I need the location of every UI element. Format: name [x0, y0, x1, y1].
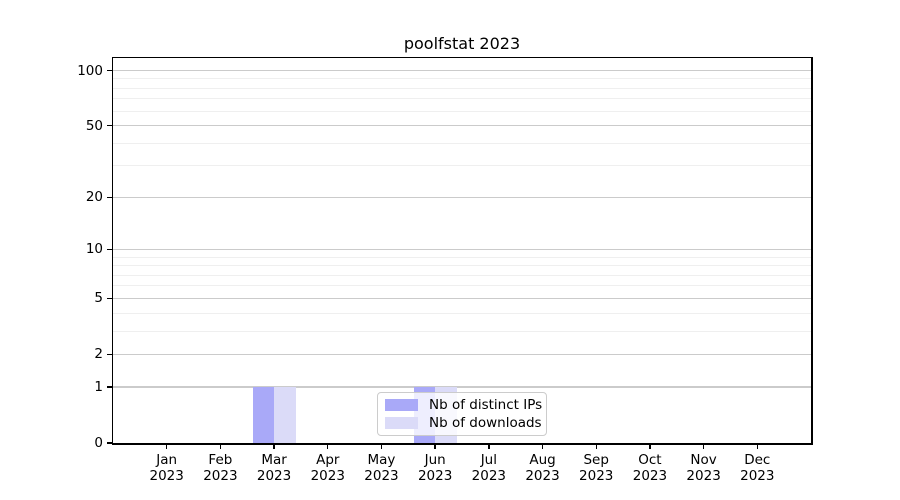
minor-gridline — [113, 285, 811, 287]
x-tick-label-line: Jul — [480, 452, 497, 468]
plot-border-right — [811, 56, 813, 445]
x-tick-label-line: Sep — [583, 452, 609, 468]
legend: Nb of distinct IPs Nb of downloads — [377, 392, 547, 436]
x-tick-mark — [327, 444, 329, 449]
y-tick-label: 50 — [85, 117, 103, 134]
x-tick-label-line: Nov — [690, 452, 717, 468]
y-tick-mark — [106, 442, 112, 444]
y-tick-mark — [106, 69, 112, 72]
minor-gridline — [113, 78, 811, 80]
major-gridline — [113, 125, 811, 127]
x-tick-mark — [380, 444, 383, 449]
y-tick-mark — [106, 353, 112, 356]
x-tick-label: Oct 2023 — [622, 452, 678, 484]
y-tick-label: 5 — [94, 290, 103, 307]
x-tick-label-line: 2023 — [203, 468, 238, 484]
legend-label-downloads: Nb of downloads — [429, 414, 542, 431]
x-tick-mark — [756, 444, 758, 449]
major-gridline — [113, 297, 811, 299]
x-tick-mark — [488, 444, 490, 449]
x-tick-label: Aug 2023 — [515, 452, 571, 484]
x-tick-label-line: Jun — [424, 452, 446, 468]
y-tick-mark — [106, 248, 112, 251]
x-tick-label-line: Apr — [316, 452, 340, 468]
bar-distinct-ips-mar — [252, 387, 275, 443]
x-tick-mark — [273, 444, 275, 449]
minor-gridline — [113, 110, 811, 112]
x-tick-label-line: 2023 — [740, 468, 775, 484]
minor-gridline — [113, 98, 811, 100]
major-gridline — [113, 353, 811, 355]
legend-swatch-distinct-ips — [385, 399, 418, 412]
plot-border-top — [112, 56, 812, 58]
major-gridline — [113, 69, 811, 72]
x-tick-mark — [541, 444, 544, 449]
x-tick-label-line: 2023 — [256, 468, 292, 484]
minor-gridline — [113, 256, 811, 258]
y-tick-mark — [106, 297, 112, 300]
x-tick-mark — [434, 444, 436, 449]
x-tick-label-line: 2023 — [471, 468, 507, 484]
minor-gridline — [113, 274, 811, 276]
x-tick-label-line: 2023 — [364, 468, 399, 484]
y-tick-label: 0 — [94, 435, 103, 451]
y-tick-label: 1 — [94, 379, 103, 396]
legend-item-downloads: Nb of downloads — [385, 414, 542, 431]
y-tick-mark — [106, 196, 112, 198]
major-gridline — [113, 386, 811, 388]
x-tick-label-line: Jan — [156, 452, 178, 468]
x-tick-label: Apr 2023 — [300, 452, 356, 484]
x-tick-label: Jul 2023 — [461, 452, 517, 484]
x-tick-mark — [702, 444, 705, 449]
minor-gridline — [113, 330, 811, 332]
legend-label-distinct-ips: Nb of distinct IPs — [429, 397, 543, 414]
y-tick-label: 100 — [77, 62, 103, 79]
y-tick-label: 10 — [85, 241, 103, 258]
x-tick-label: Sep 2023 — [568, 452, 624, 484]
x-tick-label-line: 2023 — [686, 468, 721, 484]
x-tick-mark — [649, 444, 651, 449]
bar-downloads-mar — [274, 387, 296, 443]
x-tick-label-line: 2023 — [579, 468, 614, 484]
minor-gridline — [113, 87, 811, 89]
major-gridline — [113, 248, 811, 251]
legend-swatch-downloads — [385, 416, 418, 429]
y-tick-label: 2 — [94, 346, 103, 363]
x-tick-label-line: 2023 — [632, 468, 668, 484]
minor-gridline — [113, 165, 811, 167]
plot-area: 0 1 2 5 10 20 50 100 Jan 2023 Feb 2023 Mar 2023 Apr 202… — [77, 56, 813, 484]
x-tick-label: Jun 2023 — [407, 452, 463, 484]
x-tick-label: Jan 2023 — [139, 452, 195, 484]
x-axis-line — [112, 443, 812, 445]
x-tick-label: Dec 2023 — [729, 452, 785, 484]
x-tick-label-line: 2023 — [149, 468, 184, 484]
x-tick-label-line: Mar — [261, 452, 287, 468]
x-tick-label-line: 2023 — [310, 468, 345, 484]
x-tick-mark — [219, 444, 222, 449]
y-tick-mark — [106, 124, 112, 127]
minor-gridline — [113, 142, 811, 144]
x-tick-mark — [595, 444, 597, 449]
x-tick-label-line: May — [367, 452, 396, 468]
y-tick-mark — [106, 386, 112, 388]
x-tick-mark — [165, 444, 168, 449]
x-tick-label-line: Aug — [529, 452, 556, 468]
minor-gridline — [113, 312, 811, 314]
y-axis-line — [111, 56, 113, 445]
x-tick-label-line: Dec — [744, 452, 771, 468]
x-tick-label-line: Oct — [638, 452, 662, 468]
chart-title: poolfstat 2023 — [403, 34, 521, 53]
x-tick-label: May 2023 — [353, 452, 409, 484]
x-tick-label-line: Feb — [208, 452, 233, 468]
major-gridline — [113, 196, 811, 198]
x-tick-label: Nov 2023 — [676, 452, 732, 484]
x-tick-label-line: 2023 — [417, 468, 453, 484]
x-tick-label: Feb 2023 — [192, 452, 248, 484]
y-tick-label: 20 — [85, 189, 103, 206]
x-tick-label-line: 2023 — [525, 468, 560, 484]
legend-item-distinct-ips: Nb of distinct IPs — [385, 397, 543, 414]
x-tick-label: Mar 2023 — [246, 452, 302, 484]
minor-gridline — [113, 265, 811, 267]
